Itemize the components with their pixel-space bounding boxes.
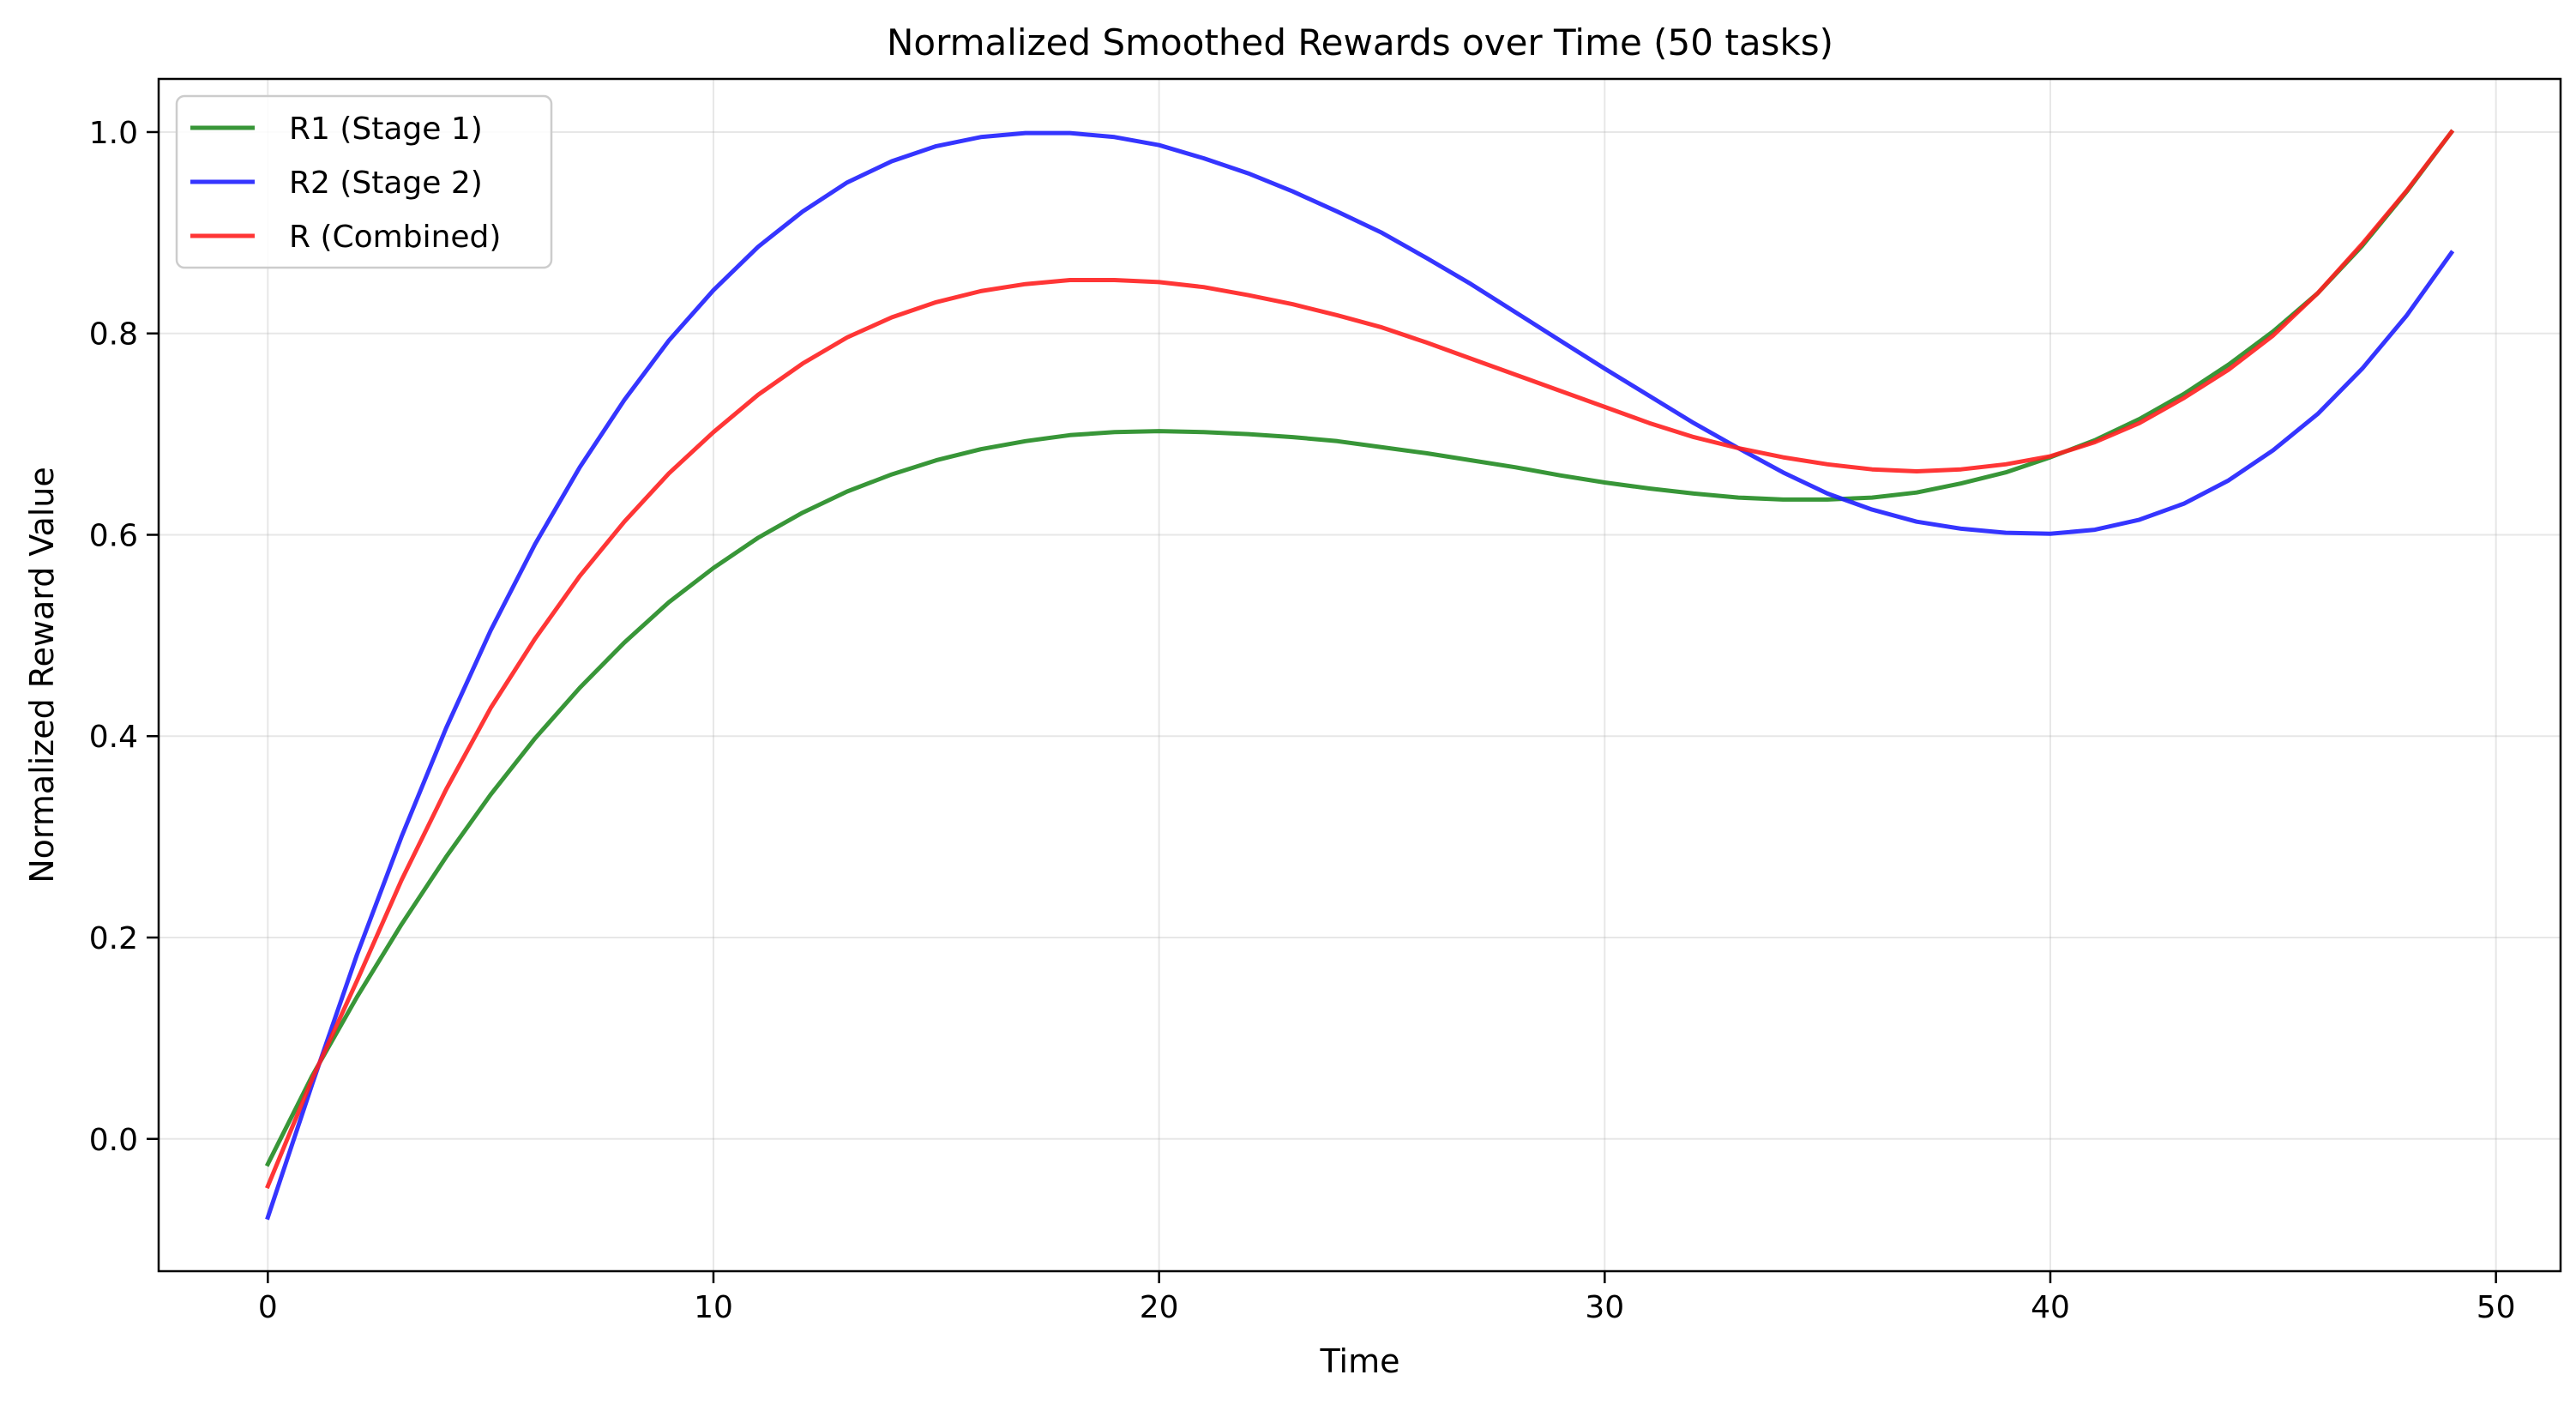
y-tick-label: 0.0 xyxy=(89,1123,138,1158)
plot-frame xyxy=(157,77,2562,1273)
legend-label-2: R2 (Stage 2) xyxy=(289,166,483,201)
x-tick-label: 50 xyxy=(2477,1290,2516,1325)
x-axis-ticks: 0 10 20 30 40 50 xyxy=(258,1271,2516,1325)
series-line-3 xyxy=(265,129,2455,1190)
y-tick-label: 1.0 xyxy=(89,116,138,151)
legend-label-3: R (Combined) xyxy=(289,220,501,255)
x-tick-label: 10 xyxy=(694,1290,733,1325)
legend: R1 (Stage 1) R2 (Stage 2) R (Combined) xyxy=(175,94,553,269)
y-tick-label: 0.2 xyxy=(89,921,138,956)
x-tick-label: 0 xyxy=(258,1290,278,1325)
grid xyxy=(159,79,2561,1271)
y-tick-label: 0.6 xyxy=(89,518,138,553)
x-tick-label: 20 xyxy=(1140,1290,1179,1325)
y-tick-label: 0.8 xyxy=(89,317,138,353)
x-axis-label: Time xyxy=(1320,1342,1400,1380)
x-tick-label: 40 xyxy=(2031,1290,2070,1325)
series-line-2 xyxy=(265,130,2455,1221)
chart-title: Normalized Smoothed Rewards over Time (5… xyxy=(887,21,1833,63)
legend-box xyxy=(175,94,553,269)
y-tick-label: 0.4 xyxy=(89,720,138,755)
y-axis-ticks: 0.0 0.2 0.4 0.6 0.8 1.0 xyxy=(89,116,159,1158)
series-lines xyxy=(264,129,2455,1221)
y-axis-label: Normalized Reward Value xyxy=(23,467,61,883)
legend-label-1: R1 (Stage 1) xyxy=(289,112,483,147)
x-tick-label: 30 xyxy=(1585,1290,1624,1325)
